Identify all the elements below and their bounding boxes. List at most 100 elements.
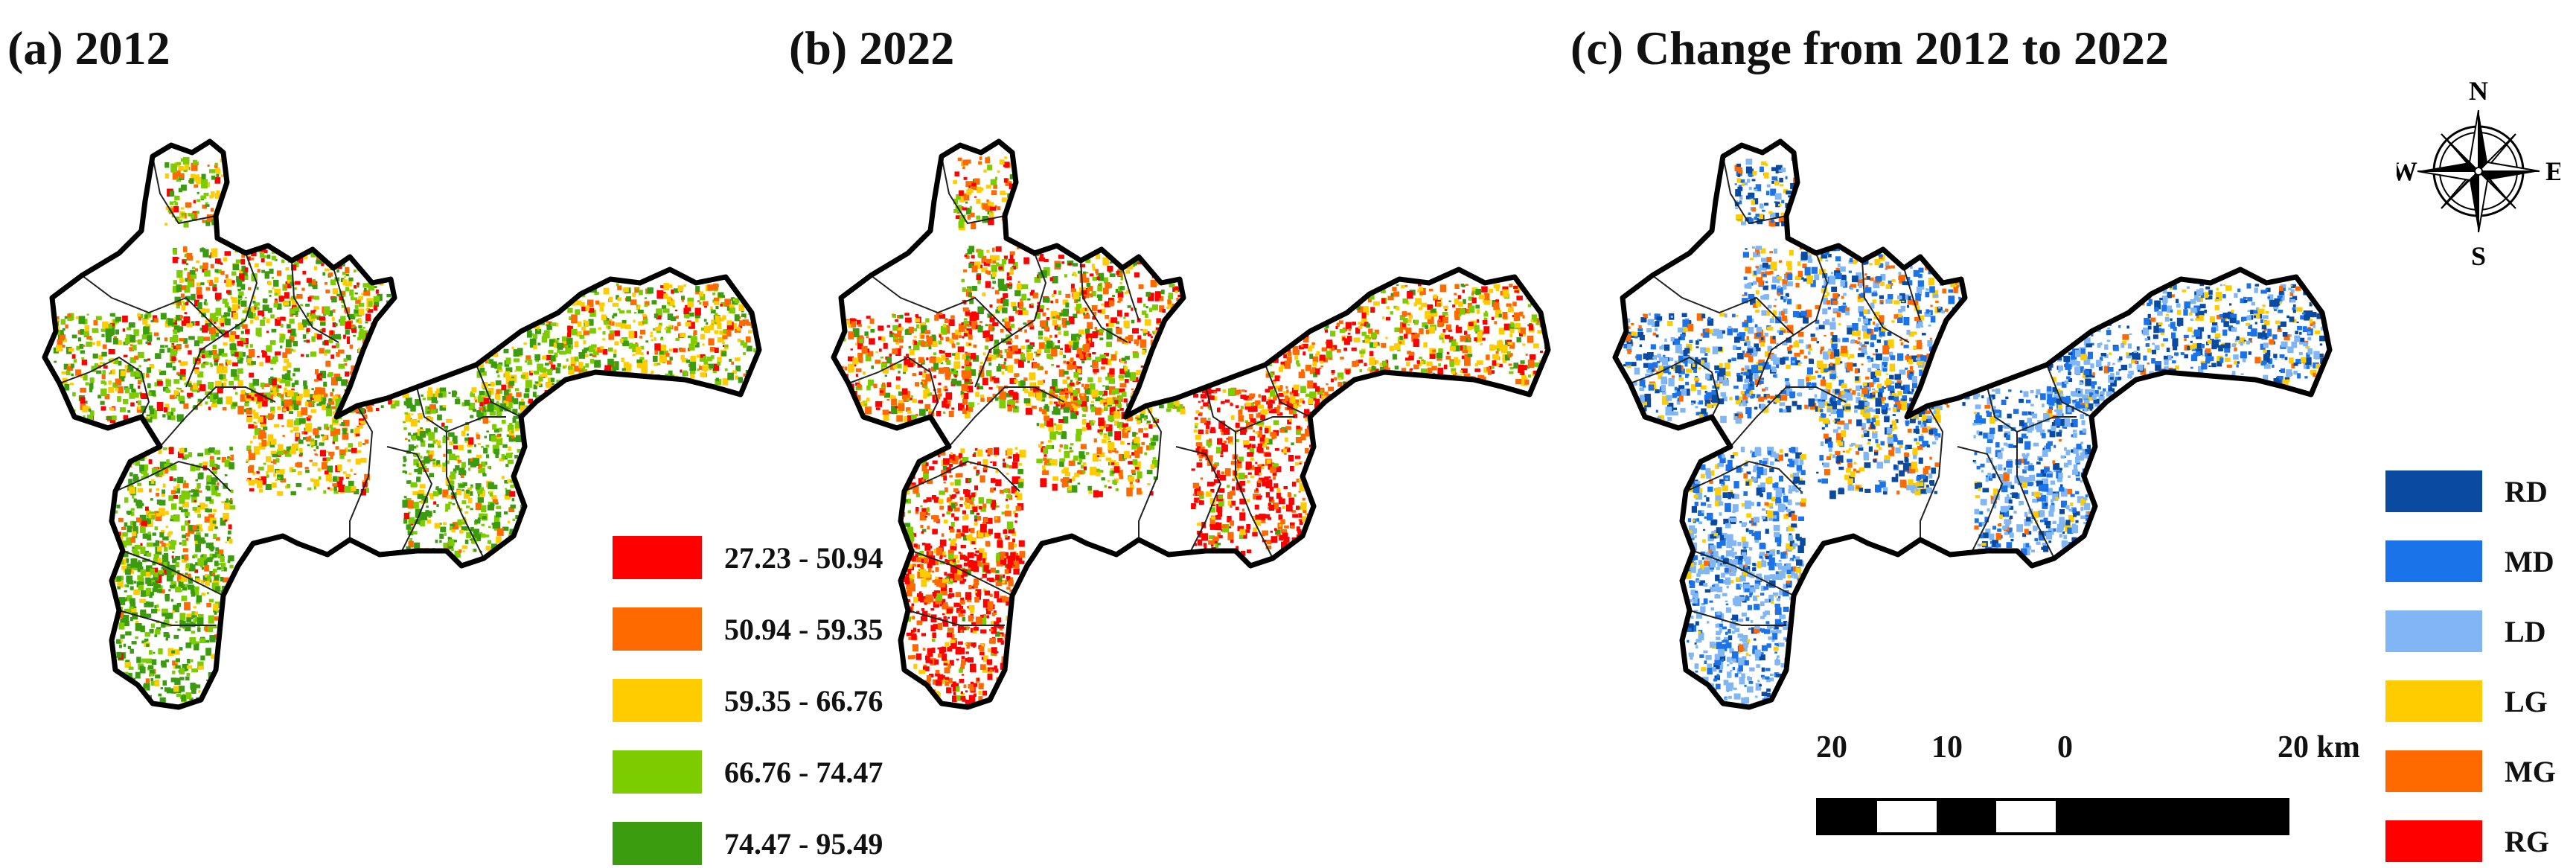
map-pixel — [345, 473, 351, 478]
map-pixel — [198, 666, 203, 670]
map-pixel — [451, 495, 455, 498]
map-pixel — [866, 385, 871, 391]
map-pixel — [90, 383, 94, 385]
map-pixel — [170, 677, 177, 683]
map-pixel — [505, 494, 511, 500]
map-pixel — [921, 334, 925, 339]
map-pixel — [273, 473, 276, 477]
map-pixel — [434, 427, 438, 433]
map-pixel — [717, 292, 724, 298]
map-pixel — [124, 590, 127, 593]
map-pixel — [904, 329, 912, 335]
map-pixel — [1085, 257, 1090, 264]
map-pixel — [898, 327, 904, 331]
map-pixel — [466, 505, 470, 508]
map-pixel — [1006, 338, 1012, 345]
map-pixel — [117, 580, 124, 588]
map-pixel — [1151, 304, 1158, 310]
map-pixel — [1152, 249, 1157, 255]
map-pixel — [1138, 284, 1144, 290]
map-pixel — [543, 330, 550, 339]
map-pixel — [408, 540, 414, 548]
map-pixel — [241, 265, 246, 272]
map-pixel — [369, 392, 374, 398]
map-pixel — [181, 490, 186, 495]
map-pixel — [347, 459, 351, 462]
map-pixel — [118, 342, 123, 345]
map-pixel — [418, 412, 423, 420]
map-pixel — [204, 269, 211, 277]
map-pixel — [998, 305, 1005, 311]
map-pixel — [1053, 406, 1059, 414]
map-pixel — [240, 322, 244, 328]
map-pixel — [376, 268, 383, 275]
map-pixel — [942, 411, 946, 414]
map-pixel — [161, 623, 166, 628]
map-pixel — [503, 456, 508, 460]
map-pixel — [487, 403, 494, 412]
map-pixel — [439, 540, 442, 543]
map-pixel — [385, 350, 391, 355]
map-pixel — [725, 329, 732, 337]
map-pixel — [1102, 385, 1105, 387]
map-pixel — [195, 321, 200, 326]
map-pixel — [1014, 358, 1019, 364]
map-pixel — [1055, 263, 1061, 268]
map-pixel — [67, 314, 73, 321]
map-pixel — [267, 307, 272, 313]
map-pixel — [1152, 360, 1156, 363]
map-pixel — [965, 355, 971, 360]
map-pixel — [115, 378, 122, 386]
map-pixel — [601, 376, 606, 381]
map-pixel — [118, 597, 126, 605]
map-pixel — [146, 658, 153, 664]
map-pixel — [422, 398, 426, 401]
map-pixel — [898, 391, 903, 396]
map-pixel — [849, 318, 856, 324]
map-pixel — [857, 324, 862, 327]
map-pixel — [156, 337, 160, 340]
map-pixel — [432, 491, 439, 497]
map-pixel — [907, 410, 912, 414]
map-pixel — [178, 219, 183, 223]
map-pixel — [175, 555, 181, 561]
map-pixel — [504, 326, 508, 331]
map-pixel — [171, 360, 176, 364]
map-pixel — [181, 301, 185, 303]
map-pixel — [196, 388, 201, 392]
map-pixel — [218, 348, 225, 356]
map-pixel — [209, 616, 214, 619]
map-pixel — [115, 510, 118, 514]
map-pixel — [146, 415, 150, 419]
map-pixel — [945, 352, 952, 357]
map-pixel — [336, 480, 343, 488]
map-pixel — [71, 334, 77, 339]
map-pixel — [319, 476, 322, 480]
map-pixel — [202, 593, 206, 596]
map-pixel — [963, 321, 970, 327]
map-pixel — [470, 459, 475, 462]
map-pixel — [357, 284, 359, 288]
map-pixel — [1115, 388, 1120, 395]
map-pixel — [196, 199, 200, 202]
map-pixel — [1019, 182, 1023, 185]
map-pixel — [165, 379, 171, 387]
map-pixel — [310, 444, 314, 447]
map-pixel — [159, 508, 165, 516]
map-pixel — [141, 469, 147, 475]
map-pixel — [279, 394, 284, 398]
map-pixel — [445, 460, 450, 465]
map-pixel — [194, 174, 200, 182]
map-pixel — [968, 334, 973, 340]
map-pixel — [467, 497, 473, 504]
map-pixel — [210, 549, 214, 552]
map-pixel — [666, 360, 672, 365]
map-pixel — [1119, 368, 1125, 374]
map-pixel — [525, 464, 528, 467]
map-pixel — [152, 567, 159, 575]
map-pixel — [1029, 325, 1035, 330]
map-pixel — [319, 450, 326, 456]
map-pixel — [322, 328, 326, 333]
map-pixel — [1062, 299, 1068, 305]
map-pixel — [598, 377, 605, 383]
